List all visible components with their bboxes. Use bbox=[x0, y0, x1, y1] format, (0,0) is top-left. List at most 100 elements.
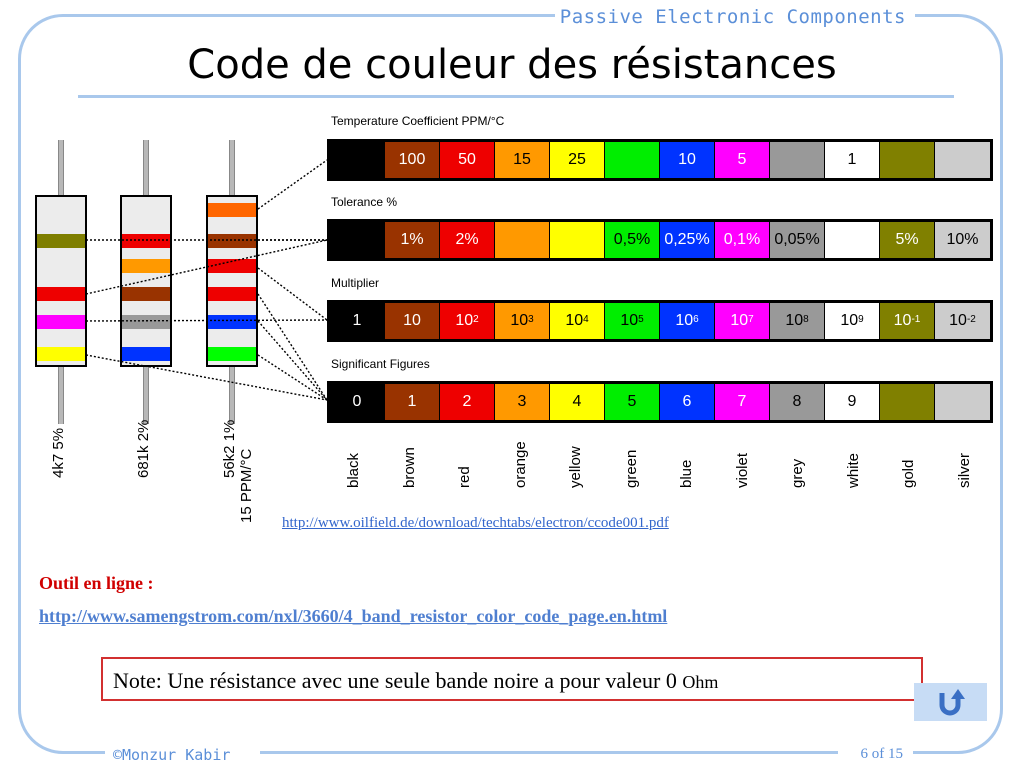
resistor-band bbox=[37, 287, 85, 301]
online-tool-label: Outil en ligne : bbox=[39, 573, 154, 593]
source-link[interactable]: http://www.oilfield.de/download/techtabs… bbox=[282, 515, 669, 531]
resistor-label: 56k2 1% bbox=[221, 419, 238, 478]
color-cell-violet: 0,1% bbox=[715, 222, 770, 258]
resistor-lead bbox=[229, 140, 235, 196]
color-cell-orange bbox=[495, 222, 550, 258]
color-cell-silver bbox=[935, 384, 990, 420]
color-name-gold: gold bbox=[900, 459, 917, 488]
color-cell-silver: 10 -2 bbox=[935, 303, 990, 339]
color-cell-grey: 10 8 bbox=[770, 303, 825, 339]
color-name-green: green bbox=[622, 449, 640, 488]
row-temp-coeff: 100 50 15 25 10 5 1 bbox=[327, 139, 993, 181]
color-cell-violet: 5 bbox=[715, 142, 770, 178]
color-name-yellow: yellow bbox=[567, 446, 584, 488]
resistor-band bbox=[208, 287, 256, 301]
color-cell-violet: 10 7 bbox=[715, 303, 770, 339]
color-name-red: red bbox=[456, 466, 473, 488]
page-number: 6 bbox=[860, 746, 869, 762]
color-cell-yellow: 25 bbox=[550, 142, 605, 178]
color-cell-blue: 10 bbox=[660, 142, 715, 178]
color-cell-yellow: 4 bbox=[550, 384, 605, 420]
resistor-band bbox=[37, 315, 85, 329]
color-cell-orange: 10 3 bbox=[495, 303, 550, 339]
row-tolerance: 1% 2% 0,5% 0,25% 0,1% 0,05% 5% 10% bbox=[327, 219, 993, 261]
online-tool-link[interactable]: http://www.samengstrom.com/nxl/3660/4_ba… bbox=[39, 606, 668, 626]
color-cell-blue: 6 bbox=[660, 384, 715, 420]
color-cell-black: 1 bbox=[330, 303, 385, 339]
color-cell-gold: 10 -1 bbox=[880, 303, 935, 339]
resistor-label: 4k7 5% bbox=[50, 427, 67, 478]
slide-title: Code de couleur des résistances bbox=[187, 42, 837, 88]
label-multiplier: Multiplier bbox=[331, 276, 380, 290]
color-cell-grey: 0,05% bbox=[770, 222, 825, 258]
color-cell-black bbox=[330, 222, 385, 258]
color-cell-gold: 5% bbox=[880, 222, 935, 258]
resistor-band bbox=[37, 234, 85, 248]
resistor-body bbox=[120, 195, 172, 367]
color-cell-red: 10 2 bbox=[440, 303, 495, 339]
color-name-grey: grey bbox=[789, 458, 806, 488]
resistor-label: 15 PPM/°C bbox=[238, 448, 255, 523]
resistor-band bbox=[208, 315, 256, 329]
home-button[interactable] bbox=[914, 683, 987, 721]
label-tolerance: Tolerance % bbox=[331, 195, 398, 209]
color-name-violet: violet bbox=[733, 452, 751, 488]
resistor-body bbox=[35, 195, 87, 367]
color-cell-yellow bbox=[550, 222, 605, 258]
color-name-silver: silver bbox=[955, 452, 973, 488]
color-cell-violet: 7 bbox=[715, 384, 770, 420]
color-cell-blue: 0,25% bbox=[660, 222, 715, 258]
color-cell-red: 2 bbox=[440, 384, 495, 420]
resistor-band bbox=[122, 287, 170, 301]
resistor-band bbox=[208, 203, 256, 217]
color-cell-black bbox=[330, 142, 385, 178]
color-cell-red: 50 bbox=[440, 142, 495, 178]
color-cell-grey: 8 bbox=[770, 384, 825, 420]
color-cell-brown: 100 bbox=[385, 142, 440, 178]
color-name-black: black bbox=[345, 452, 362, 488]
color-cell-yellow: 10 4 bbox=[550, 303, 605, 339]
label-significant: Significant Figures bbox=[331, 357, 430, 371]
title-divider bbox=[78, 95, 954, 98]
resistor-band bbox=[208, 347, 256, 361]
page-total: of 15 bbox=[868, 746, 903, 762]
footer-page: 6 of 15 bbox=[857, 746, 906, 763]
footer-author: ©Monzur Kabir bbox=[110, 746, 234, 764]
color-cell-brown: 1% bbox=[385, 222, 440, 258]
label-temp-coeff: Temperature Coefficient PPM/°C bbox=[331, 114, 505, 128]
color-cell-silver: 10% bbox=[935, 222, 990, 258]
color-cell-gold bbox=[880, 384, 935, 420]
resistor-band bbox=[208, 259, 256, 273]
color-cell-orange: 3 bbox=[495, 384, 550, 420]
color-cell-white: 9 bbox=[825, 384, 880, 420]
color-cell-brown: 1 bbox=[385, 384, 440, 420]
color-name-white: white bbox=[844, 452, 862, 488]
resistor-band bbox=[122, 259, 170, 273]
color-name-orange: orange bbox=[511, 441, 529, 488]
color-cell-white: 10 9 bbox=[825, 303, 880, 339]
color-cell-green: 10 5 bbox=[605, 303, 660, 339]
resistor-band bbox=[122, 234, 170, 248]
header-mask bbox=[555, 4, 915, 34]
color-cell-orange: 15 bbox=[495, 142, 550, 178]
row-multiplier: 1 10 10 2 10 3 10 4 10 5 10 6 10 7 10 8 10 9 10 -1 10 -2 bbox=[327, 300, 993, 342]
color-cell-green: 5 bbox=[605, 384, 660, 420]
slide-frame bbox=[18, 14, 1003, 754]
color-cell-white bbox=[825, 222, 880, 258]
return-arrow-icon bbox=[939, 689, 965, 716]
color-cell-silver bbox=[935, 142, 990, 178]
color-cell-gold bbox=[880, 142, 935, 178]
resistor-label: 681k 2% bbox=[135, 419, 152, 478]
note-unit: Ohm bbox=[682, 672, 719, 692]
color-cell-red: 2% bbox=[440, 222, 495, 258]
color-cell-green bbox=[605, 142, 660, 178]
color-name-brown: brown bbox=[400, 447, 418, 488]
color-cell-white: 1 bbox=[825, 142, 880, 178]
color-cell-brown: 10 bbox=[385, 303, 440, 339]
color-cell-black: 0 bbox=[330, 384, 385, 420]
resistor-band bbox=[37, 347, 85, 361]
note-box: Note: Une résistance avec une seule band… bbox=[101, 657, 923, 701]
color-cell-blue: 10 6 bbox=[660, 303, 715, 339]
color-name-blue: blue bbox=[678, 459, 695, 488]
